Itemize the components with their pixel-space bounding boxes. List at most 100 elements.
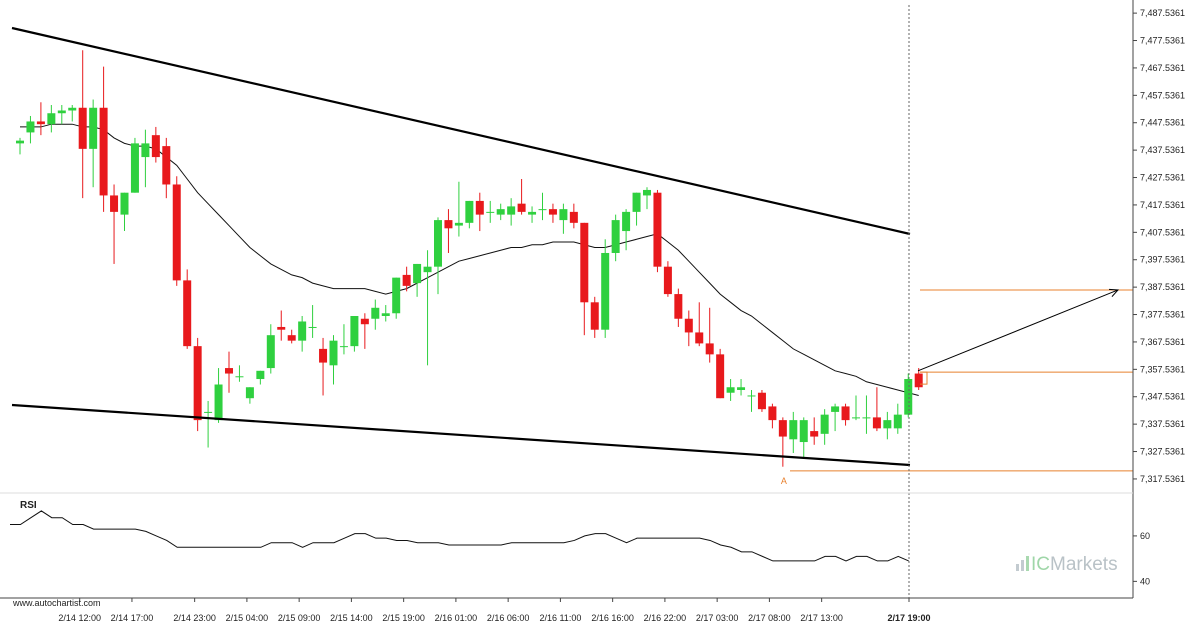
candle — [893, 403, 902, 434]
candle — [622, 209, 631, 251]
candle — [548, 203, 557, 223]
candle — [883, 411, 892, 440]
rsi-tick-label: 40 — [1140, 576, 1150, 586]
rsi-tick-label: 60 — [1140, 531, 1150, 541]
brand-bar-1 — [1016, 564, 1019, 571]
upper-trendline — [11, 26, 911, 236]
candle — [737, 379, 746, 396]
candle-body — [245, 387, 254, 399]
candle-body — [298, 321, 307, 341]
candle-body — [695, 332, 704, 344]
candle-body — [193, 346, 202, 421]
candle — [716, 348, 725, 399]
candle — [26, 115, 35, 144]
breakout-bracket — [920, 371, 928, 385]
candle — [810, 417, 819, 445]
candle — [183, 269, 192, 349]
x-tick-label: 2/15 19:00 — [382, 613, 425, 623]
candle — [68, 105, 77, 122]
candle-body — [423, 266, 432, 273]
candle — [507, 198, 516, 226]
y-tick-label: 7,337.5361 — [1140, 419, 1185, 429]
candle-body — [831, 406, 840, 412]
candle-body — [757, 392, 766, 410]
candle-body — [36, 121, 45, 125]
candle-body — [611, 220, 620, 253]
candle — [914, 368, 923, 390]
candle-body — [277, 326, 286, 330]
candle-body — [235, 376, 244, 378]
candle — [266, 324, 275, 374]
candle — [841, 403, 850, 426]
candle — [36, 102, 45, 136]
candle-body — [266, 335, 275, 369]
candle-body — [580, 222, 589, 303]
candle-body — [904, 379, 913, 415]
x-tick-label: 2/17 08:00 — [748, 613, 791, 623]
candle — [298, 316, 307, 352]
candle-body — [57, 110, 66, 114]
point-label-a: A — [781, 476, 787, 486]
y-tick-label: 7,457.5361 — [1140, 90, 1185, 100]
candle — [78, 50, 87, 199]
candle-body — [68, 107, 77, 111]
candle-body — [78, 107, 87, 149]
candle-body — [465, 200, 474, 223]
candle-body — [99, 107, 108, 196]
candle — [360, 313, 369, 349]
candle — [872, 387, 881, 432]
candle-body — [716, 354, 725, 399]
candle — [444, 209, 453, 253]
candle — [141, 129, 150, 188]
candle — [831, 403, 840, 432]
candle — [287, 329, 296, 344]
candle-body — [862, 417, 871, 419]
candle — [339, 324, 348, 355]
candle — [151, 126, 160, 163]
x-tick-label: 2/16 01:00 — [435, 613, 478, 623]
candle — [601, 239, 610, 338]
candle-body — [256, 370, 265, 380]
y-tick-label: 7,437.5361 — [1140, 145, 1185, 155]
rsi-label: RSI — [20, 500, 37, 511]
candle-body — [141, 143, 150, 158]
candle — [319, 337, 328, 396]
candle-body — [486, 211, 495, 213]
brand-ic: ICMarkets — [1031, 554, 1118, 575]
candle-body — [16, 140, 24, 144]
candle — [130, 137, 139, 193]
candle-body — [841, 406, 850, 421]
candle-body — [204, 411, 213, 413]
candle — [277, 310, 286, 341]
candle — [590, 296, 599, 338]
candle — [392, 277, 401, 319]
y-tick-label: 7,377.5361 — [1140, 310, 1185, 320]
candle-body — [402, 274, 411, 286]
candle — [768, 403, 777, 429]
candle-body — [496, 209, 505, 215]
lower-trendline — [11, 403, 911, 467]
candle — [350, 316, 359, 352]
candle — [580, 222, 589, 336]
candle — [684, 310, 693, 347]
candle — [799, 417, 808, 459]
candle-body — [528, 211, 537, 215]
x-tick-label: 2/17 13:00 — [800, 613, 843, 623]
candle — [308, 305, 317, 338]
candle — [674, 288, 683, 327]
candle-body — [768, 406, 777, 421]
candle — [16, 137, 24, 155]
candle — [214, 368, 223, 423]
y-axis: 7,487.5361 7,477.5361 7,467.5361 7,457.5361… — [0, 0, 1185, 599]
candle-body — [852, 417, 860, 419]
candle — [517, 178, 526, 215]
candle-body — [183, 280, 192, 347]
y-tick-label: 7,477.5361 — [1140, 36, 1185, 46]
y-tick-label: 7,367.5361 — [1140, 337, 1185, 347]
candle — [434, 217, 442, 295]
candle-body — [151, 135, 160, 158]
candle — [371, 299, 380, 330]
candle — [904, 373, 913, 418]
candle-body — [643, 189, 651, 196]
